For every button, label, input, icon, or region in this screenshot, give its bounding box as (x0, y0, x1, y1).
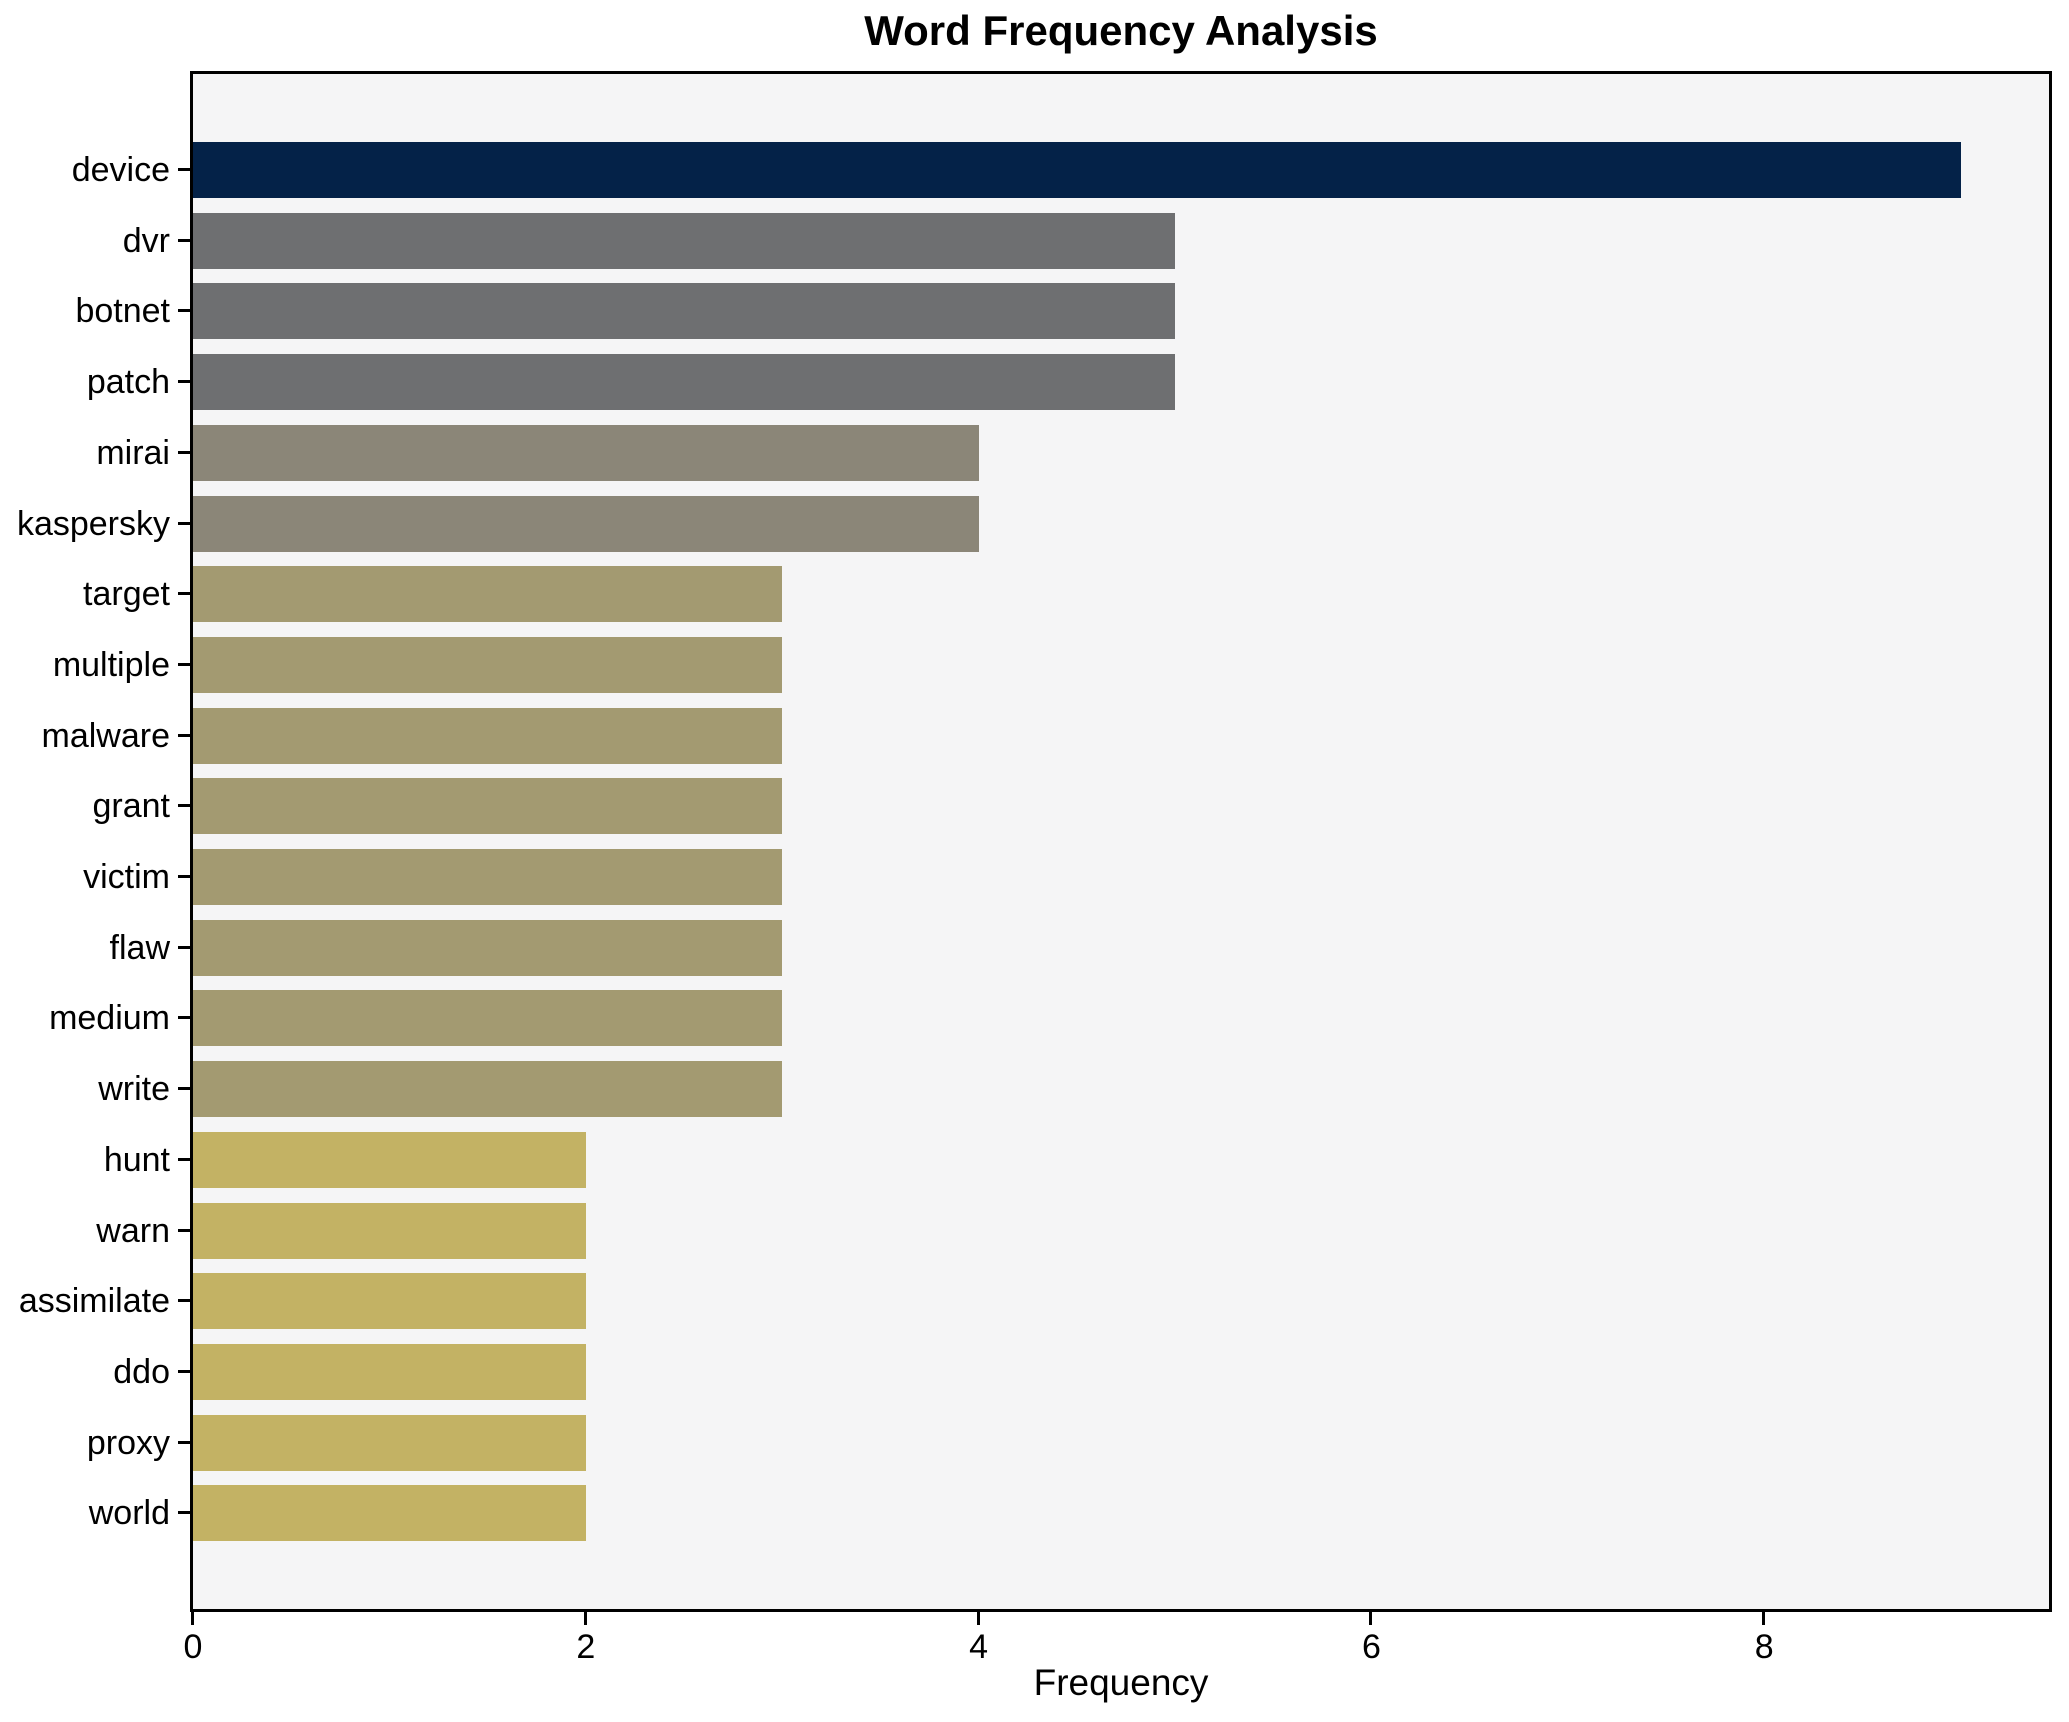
y-tick-label: mirai (96, 433, 170, 472)
bar (193, 283, 1175, 340)
y-tick-mark (178, 1511, 191, 1515)
y-tick-mark (178, 1440, 191, 1444)
bar (193, 566, 783, 623)
y-tick-label: write (98, 1070, 170, 1109)
y-tick-mark (178, 309, 191, 313)
y-tick-mark (178, 1299, 191, 1303)
bar (193, 778, 783, 835)
x-tick-label: 0 (183, 1628, 203, 1666)
x-tick-mark (1369, 1612, 1373, 1625)
x-tick-mark (976, 1612, 980, 1625)
y-tick-label: multiple (52, 645, 170, 684)
y-tick-label: grant (92, 787, 171, 826)
x-tick-label: 6 (1361, 1628, 1381, 1666)
y-tick-label: device (71, 151, 170, 189)
y-tick-label: world (88, 1494, 170, 1533)
bar (193, 636, 783, 693)
x-tick-mark (191, 1612, 194, 1625)
bar (193, 1273, 586, 1330)
bar (193, 1131, 586, 1188)
y-tick-label: proxy (86, 1423, 170, 1462)
bar (193, 1061, 783, 1118)
x-tick-mark (1762, 1612, 1766, 1625)
y-tick-label: ddo (113, 1352, 170, 1391)
bar (193, 495, 979, 552)
y-tick-mark (178, 1016, 191, 1020)
y-tick-mark (178, 521, 191, 525)
y-tick-label: malware (41, 716, 170, 755)
bar (193, 849, 783, 905)
y-tick-label: patch (86, 363, 170, 402)
bar (193, 1485, 586, 1542)
chart-title: Word Frequency Analysis (864, 7, 1378, 54)
plot-area (190, 71, 2052, 1612)
y-tick-label: botnet (75, 292, 170, 331)
y-tick-mark (178, 380, 191, 384)
y-tick-label: warn (96, 1211, 170, 1250)
y-tick-mark (178, 733, 191, 737)
y-tick-mark (178, 875, 191, 878)
x-tick-mark (583, 1612, 587, 1625)
y-tick-label: medium (49, 999, 170, 1038)
bar (193, 919, 783, 976)
y-tick-label: target (83, 575, 170, 614)
bar (193, 1414, 586, 1471)
y-tick-mark (178, 1228, 191, 1232)
x-tick-label: 8 (1754, 1628, 1774, 1666)
y-tick-mark (178, 1369, 191, 1373)
bar (193, 212, 1175, 269)
y-tick-label: flaw (109, 928, 170, 967)
x-tick-label: 2 (576, 1628, 596, 1666)
bar (193, 142, 1961, 198)
y-tick-mark (178, 1157, 191, 1161)
y-tick-mark (178, 804, 191, 808)
y-tick-mark (178, 592, 191, 596)
y-tick-label: kaspersky (16, 504, 170, 543)
y-tick-mark (178, 168, 191, 171)
y-tick-mark (178, 1087, 191, 1091)
bar (193, 1343, 586, 1400)
y-tick-mark (178, 945, 191, 949)
bar (193, 990, 783, 1047)
y-tick-label: hunt (103, 1140, 170, 1179)
bar (193, 354, 1175, 411)
y-tick-mark (178, 450, 191, 454)
x-axis-label: Frequency (1033, 1662, 1209, 1703)
bar (193, 424, 979, 481)
y-tick-label: victim (83, 858, 170, 896)
bar (193, 707, 783, 764)
y-tick-label: dvr (122, 221, 170, 260)
bar (193, 1202, 586, 1259)
y-tick-mark (178, 662, 191, 666)
y-tick-mark (178, 238, 191, 242)
y-tick-label: assimilate (18, 1282, 170, 1321)
x-tick-label: 4 (969, 1628, 989, 1666)
